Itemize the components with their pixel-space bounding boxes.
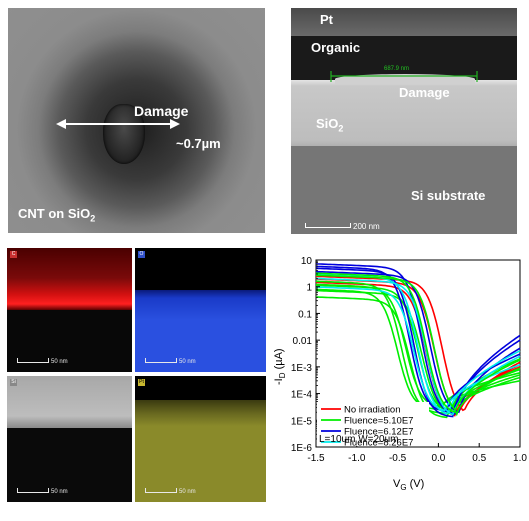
y-tick-label: 1E-4 [291, 390, 313, 401]
damage-hole [103, 104, 145, 164]
o-signal-band [135, 290, 266, 372]
eds-tag-pt: Pt [138, 379, 145, 386]
eds-tag-o: O [138, 251, 145, 258]
x-axis-label: VG (V) [393, 478, 424, 492]
sem-image-panel: Damage ~0.7µm CNT on SiO2 [8, 8, 265, 233]
pt-label: Pt [320, 12, 333, 27]
c-signal-band [7, 248, 132, 310]
series-line-16 [315, 272, 521, 414]
eds-scale-bar [145, 358, 177, 363]
damage-label: Damage [399, 85, 450, 100]
sample-label: CNT on SiO2 [18, 206, 96, 224]
x-tick-label: -0.5 [389, 453, 407, 464]
eds-map-pt: Pt 50 nm [135, 376, 266, 502]
x-tick-label: 0.0 [431, 453, 445, 464]
legend-label: Fluence=8.26E7 [344, 438, 413, 449]
pt-layer [291, 8, 517, 36]
series-line-14 [315, 277, 521, 416]
si-substrate-layer [291, 146, 517, 234]
x-tick-label: 0.5 [472, 453, 486, 464]
eds-scale-label: 50 nm [179, 359, 196, 365]
width-arrow [56, 119, 180, 129]
eds-tag-si: Si [10, 379, 17, 386]
eds-map-o: O 50 nm [135, 248, 266, 372]
y-tick-label: 0.1 [298, 309, 312, 320]
eds-map-si: Si 50 nm [7, 376, 132, 502]
legend-label: Fluence=5.10E7 [344, 416, 413, 427]
eds-scale-bar [145, 488, 177, 493]
damage-label: Damage [134, 103, 189, 119]
eds-tag-c: C [10, 251, 17, 258]
legend-label: Fluence=6.12E7 [344, 427, 413, 438]
annotation-label: L=10um W=20um [319, 434, 399, 445]
scale-bar [305, 223, 351, 228]
eds-scale-label: 50 nm [51, 359, 68, 365]
eds-scale-label: 50 nm [51, 489, 68, 495]
eds-scale-bar [17, 488, 49, 493]
si-signal-band [7, 376, 132, 428]
series-line-9 [315, 263, 521, 415]
y-tick-label: 1 [306, 283, 312, 294]
sio2-label: SiO2 [316, 116, 344, 134]
eds-scale-label: 50 nm [179, 489, 196, 495]
damage-bump [335, 74, 475, 84]
eds-scale-bar [17, 358, 49, 363]
si-substrate-label: Si substrate [411, 188, 486, 203]
pt-signal-band [135, 400, 266, 502]
tem-crosssection-panel: 687.9 nm Pt Organic Damage SiO2 Si subst… [291, 8, 517, 234]
series-line-10 [315, 267, 521, 418]
width-label: ~0.7µm [176, 136, 221, 151]
axis-ticks: -1.5 -1.0 -0.5 0.0 0.5 1.0 10 1 0.1 0.01 1E-3 1E-4 1… [291, 256, 528, 464]
y-tick-label: 10 [301, 256, 313, 267]
series-line-17 [315, 274, 521, 417]
x-tick-label: -1.5 [307, 453, 325, 464]
series-group [315, 263, 521, 419]
y-tick-label: 0.01 [293, 336, 313, 347]
transfer-curve-chart: -1.5 -1.0 -0.5 0.0 0.5 1.0 10 1 0.1 0.01 1E-3 1E-4 1… [273, 256, 528, 492]
scale-bar-label: 200 nm [353, 222, 380, 231]
y-tick-label: 1E-3 [291, 363, 313, 374]
legend-label: No irradiation [344, 405, 401, 416]
series-line-11 [315, 270, 521, 414]
eds-map-c: C 50 nm [7, 248, 132, 372]
y-tick-label: 1E-5 [291, 416, 313, 427]
organic-label: Organic [311, 40, 361, 55]
measure-line [330, 71, 478, 82]
legend: No irradiationFluence=5.10E7Fluence=6.12… [317, 402, 429, 449]
y-axis-label: -ID (µA) [273, 348, 287, 385]
sio2-layer [291, 80, 517, 146]
x-tick-label: -1.0 [348, 453, 366, 464]
x-tick-label: 1.0 [513, 453, 527, 464]
series-line-6 [315, 283, 521, 408]
measure-label: 687.9 nm [384, 66, 410, 72]
series-line-4 [315, 289, 521, 415]
y-tick-label: 1E-6 [291, 443, 313, 454]
